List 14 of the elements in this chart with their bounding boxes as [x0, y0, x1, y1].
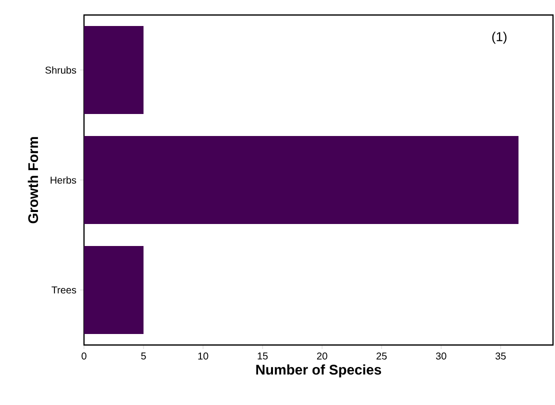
x-tick-label: 20	[317, 352, 328, 360]
x-tick-label: 0	[82, 352, 86, 360]
x-tick-label: 5	[141, 352, 146, 360]
y-tick-label: Herbs	[50, 176, 76, 184]
x-tick-label: 30	[436, 352, 446, 360]
x-tick-label: 35	[495, 352, 506, 360]
y-axis-title: Growth Form	[28, 137, 38, 224]
x-axis-title: Number of Species	[256, 364, 382, 378]
y-tick-label: Shrubs	[45, 66, 76, 74]
x-tick-label: 10	[198, 352, 208, 360]
x-tick-label: 25	[376, 352, 387, 360]
y-tick-label: Trees	[52, 286, 76, 294]
annotation: (1)	[492, 32, 506, 44]
x-tick-label: 15	[258, 352, 268, 360]
